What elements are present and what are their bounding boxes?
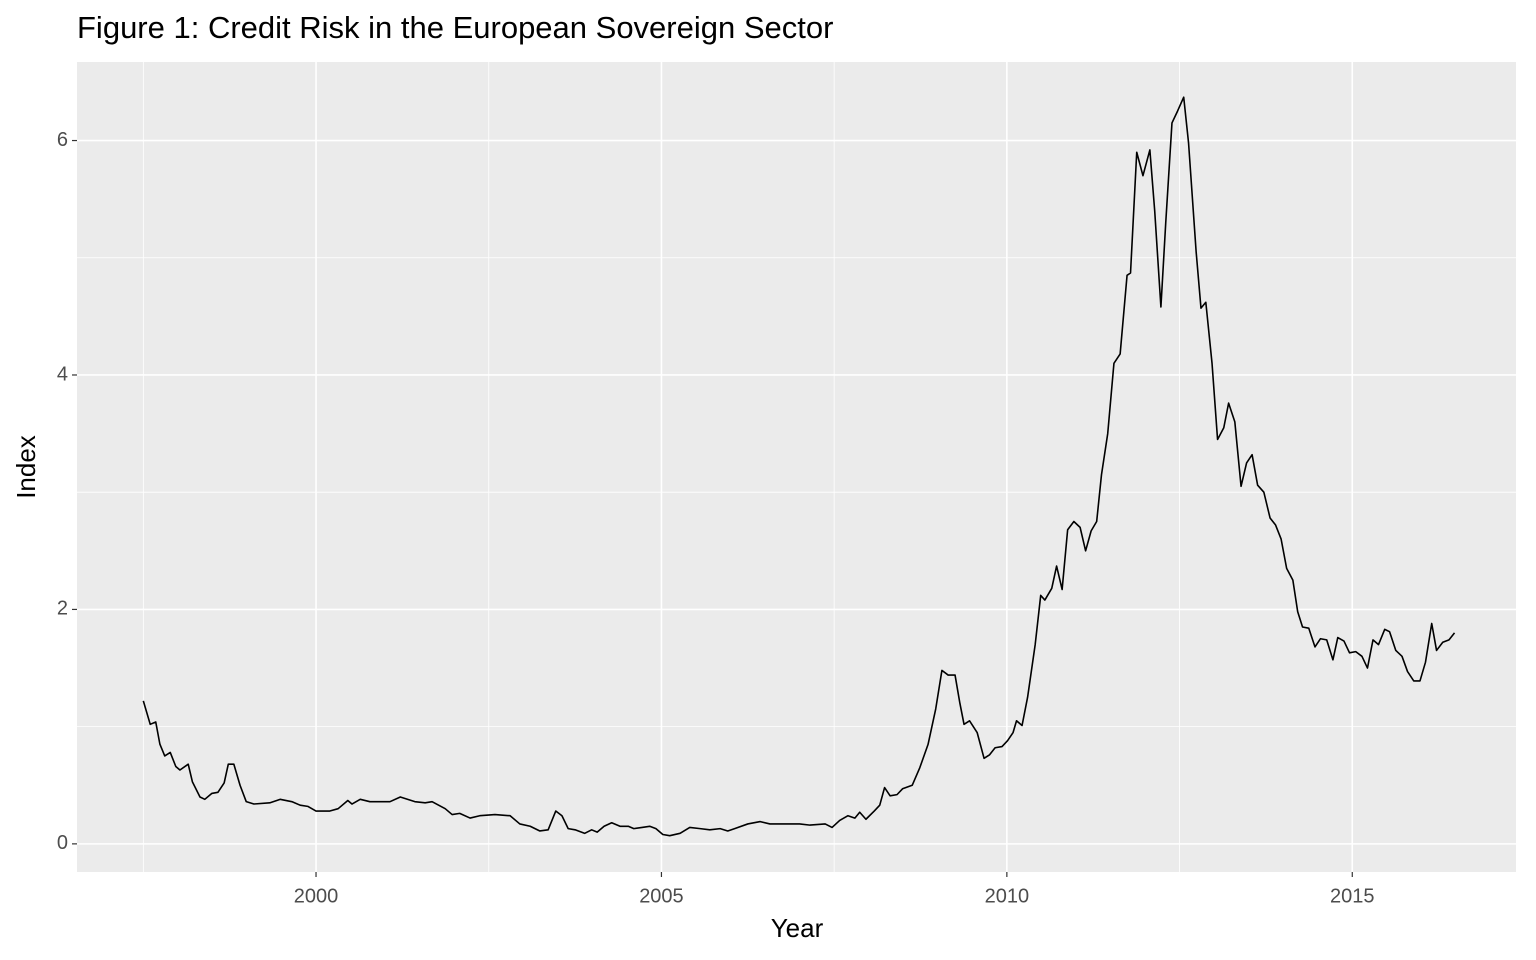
x-tick-label: 2010	[985, 885, 1030, 907]
y-tick-label: 6	[57, 129, 68, 151]
panel	[77, 62, 1516, 872]
x-axis-title: Year	[771, 913, 824, 943]
x-tick-label: 2015	[1330, 885, 1375, 907]
chart-title: Figure 1: Credit Risk in the European So…	[77, 10, 833, 45]
x-tick-label: 2000	[294, 885, 339, 907]
data-line	[142, 96, 1456, 837]
y-tick-label: 4	[57, 363, 68, 385]
x-tick-label: 2005	[639, 885, 684, 907]
y-tick-label: 0	[57, 832, 68, 854]
y-axis-title: Index	[11, 435, 41, 499]
y-tick-label: 2	[57, 598, 68, 620]
